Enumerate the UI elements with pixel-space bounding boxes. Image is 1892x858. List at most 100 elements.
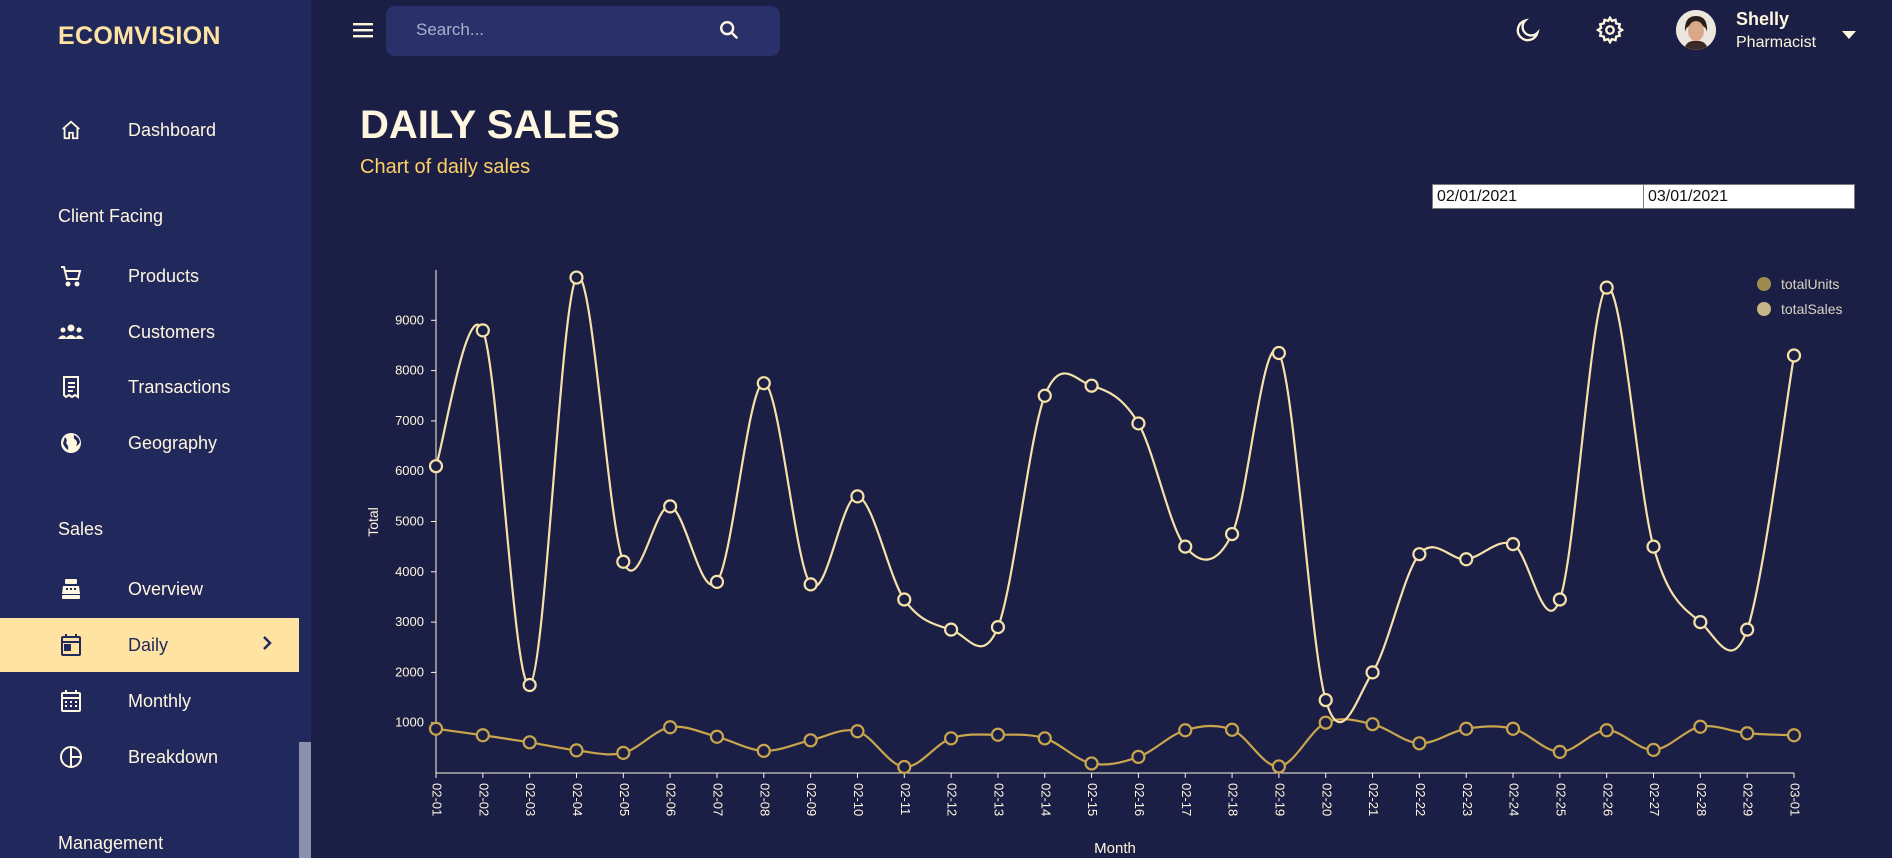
dark-mode-icon[interactable] xyxy=(1514,16,1542,44)
sidebar-scrollbar[interactable] xyxy=(299,742,311,858)
data-point-totalUnits xyxy=(569,743,584,758)
data-point-totalSales xyxy=(709,574,725,589)
section-client-facing: Client Facing xyxy=(58,206,164,226)
data-point-totalSales xyxy=(663,499,678,514)
home-icon xyxy=(58,117,84,143)
data-point-totalUnits xyxy=(1459,721,1474,736)
data-point-totalSales xyxy=(1271,345,1286,361)
data-point-totalSales xyxy=(990,620,1006,635)
x-tick-label: 02-15 xyxy=(1085,783,1100,816)
data-point-totalUnits xyxy=(850,724,865,739)
data-point-totalUnits xyxy=(756,743,771,758)
data-point-totalSales xyxy=(1037,388,1052,403)
data-point-totalSales xyxy=(1084,378,1099,393)
data-point-totalSales xyxy=(475,323,490,338)
user-role: Pharmacist xyxy=(1736,34,1817,51)
data-point-totalUnits xyxy=(944,731,959,746)
x-tick-label: 02-13 xyxy=(991,783,1006,816)
sidebar-item-label: Monthly xyxy=(128,690,192,711)
search-icon[interactable] xyxy=(718,19,740,46)
legend-label: totalSales xyxy=(1781,301,1842,317)
sidebar-item-label: Geography xyxy=(128,432,218,453)
x-tick-label: 02-23 xyxy=(1460,783,1475,816)
chevron-right-icon xyxy=(261,635,273,656)
data-point-totalSales xyxy=(569,270,584,285)
x-axis-title: Month xyxy=(1094,840,1136,857)
data-point-totalSales xyxy=(897,592,912,607)
y-tick-label: 4000 xyxy=(395,564,424,579)
start-date-input[interactable] xyxy=(1432,184,1644,209)
y-tick-label: 8000 xyxy=(395,363,424,378)
data-point-totalUnits xyxy=(1599,723,1614,738)
sidebar-item-label: Overview xyxy=(128,578,204,599)
data-point-totalUnits xyxy=(663,720,678,735)
data-point-totalUnits xyxy=(897,759,912,775)
sidebar-item-breakdown[interactable]: Breakdown xyxy=(0,730,299,784)
pie-chart-icon xyxy=(58,744,84,770)
x-tick-label: 02-08 xyxy=(757,783,772,816)
user-name[interactable]: Shelly xyxy=(1736,9,1790,29)
data-point-totalUnits xyxy=(1318,715,1333,730)
x-tick-label: 02-05 xyxy=(617,783,632,816)
sidebar-item-daily[interactable]: Daily xyxy=(0,618,299,672)
x-tick-label: 02-06 xyxy=(664,783,679,816)
sidebar-item-label: Breakdown xyxy=(128,746,219,767)
search-input[interactable] xyxy=(416,20,716,40)
calendar-month-icon xyxy=(58,688,84,714)
x-tick-label: 02-19 xyxy=(1272,783,1287,816)
data-point-totalSales xyxy=(1459,552,1474,567)
sidebar-item-dashboard[interactable]: Dashboard xyxy=(0,103,299,157)
y-tick-label: 7000 xyxy=(395,413,424,428)
search-bar xyxy=(386,6,780,56)
x-tick-label: 02-07 xyxy=(711,783,726,816)
data-point-totalUnits xyxy=(1224,722,1240,737)
end-date-input[interactable] xyxy=(1643,184,1855,209)
y-axis-title: Total xyxy=(365,507,381,537)
menu-toggle-button[interactable] xyxy=(350,18,376,42)
sidebar-item-products[interactable]: Products xyxy=(0,249,299,303)
data-point-totalUnits xyxy=(1740,726,1755,741)
data-point-totalSales xyxy=(1365,665,1380,680)
series-line-totalSales xyxy=(434,275,1796,724)
data-point-totalSales xyxy=(1740,622,1755,637)
cart-icon xyxy=(58,263,84,289)
data-point-totalUnits xyxy=(1693,719,1708,734)
sidebar-item-geography[interactable]: Geography xyxy=(0,416,299,470)
x-tick-label: 02-22 xyxy=(1413,783,1428,816)
x-tick-label: 02-21 xyxy=(1366,783,1381,816)
data-point-totalSales xyxy=(1412,547,1427,562)
section-management: Management xyxy=(58,833,164,853)
data-point-totalSales xyxy=(1552,592,1567,607)
gear-icon[interactable] xyxy=(1595,15,1625,45)
data-point-totalSales xyxy=(756,376,771,391)
caret-down-icon[interactable] xyxy=(1842,26,1856,44)
data-point-totalSales xyxy=(1646,539,1661,554)
series-line-totalUnits xyxy=(435,718,1795,769)
x-tick-label: 03-01 xyxy=(1788,783,1803,816)
data-point-totalSales xyxy=(616,554,631,569)
data-point-totalSales xyxy=(1224,526,1240,542)
data-point-totalSales xyxy=(803,577,818,592)
data-point-totalUnits xyxy=(709,729,725,744)
page-subtitle: Chart of daily sales xyxy=(360,156,531,178)
sidebar-item-monthly[interactable]: Monthly xyxy=(0,674,299,728)
data-point-totalUnits xyxy=(616,745,631,760)
sidebar-item-overview[interactable]: Overview xyxy=(0,562,299,616)
y-tick-label: 3000 xyxy=(395,614,424,629)
data-point-totalUnits xyxy=(1178,723,1193,738)
x-tick-label: 02-26 xyxy=(1600,783,1615,816)
x-tick-label: 02-02 xyxy=(476,783,491,816)
x-tick-label: 02-28 xyxy=(1694,783,1709,816)
sidebar-item-customers[interactable]: Customers xyxy=(0,305,299,359)
avatar[interactable] xyxy=(1676,10,1716,50)
point-of-sale-icon xyxy=(58,576,84,602)
x-tick-label: 02-09 xyxy=(804,783,819,816)
receipt-icon xyxy=(58,374,84,400)
sidebar-item-transactions[interactable]: Transactions xyxy=(0,360,299,414)
globe-icon xyxy=(58,430,84,456)
x-tick-label: 02-25 xyxy=(1553,783,1568,816)
data-point-totalUnits xyxy=(1786,728,1802,743)
y-tick-label: 2000 xyxy=(395,664,424,679)
page-title: DAILY SALES xyxy=(360,103,621,147)
